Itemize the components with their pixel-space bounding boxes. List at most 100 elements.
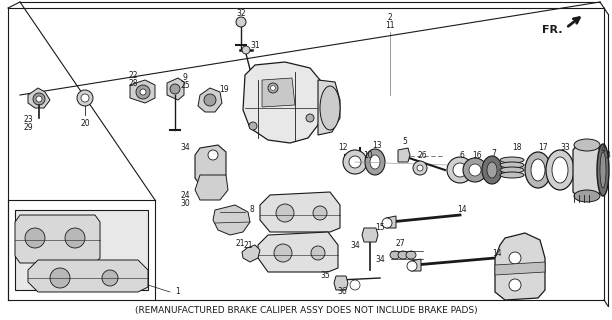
- Ellipse shape: [574, 139, 600, 151]
- Polygon shape: [242, 245, 260, 262]
- Text: 29: 29: [23, 124, 33, 132]
- Circle shape: [382, 218, 392, 228]
- Polygon shape: [243, 62, 322, 143]
- Polygon shape: [495, 262, 545, 275]
- Text: 32: 32: [236, 10, 246, 19]
- Text: 24: 24: [180, 190, 190, 199]
- Ellipse shape: [574, 190, 600, 202]
- Ellipse shape: [469, 164, 481, 176]
- Polygon shape: [398, 148, 410, 162]
- Text: FR.: FR.: [542, 25, 562, 35]
- Text: 19: 19: [219, 85, 229, 94]
- Text: 34: 34: [180, 143, 190, 153]
- Text: 6: 6: [460, 150, 465, 159]
- Text: 15: 15: [375, 223, 385, 233]
- Circle shape: [343, 150, 367, 174]
- Circle shape: [77, 90, 93, 106]
- Circle shape: [350, 280, 360, 290]
- Circle shape: [36, 96, 42, 102]
- Circle shape: [349, 156, 361, 168]
- Circle shape: [204, 94, 216, 106]
- Text: 17: 17: [538, 143, 548, 153]
- Circle shape: [136, 85, 150, 99]
- Polygon shape: [213, 205, 250, 235]
- Circle shape: [268, 83, 278, 93]
- Polygon shape: [28, 260, 148, 292]
- Circle shape: [140, 89, 146, 95]
- Text: 14: 14: [492, 249, 502, 258]
- Ellipse shape: [597, 144, 609, 196]
- Text: 35: 35: [320, 270, 330, 279]
- Ellipse shape: [370, 155, 380, 169]
- Polygon shape: [411, 259, 421, 271]
- Ellipse shape: [320, 86, 340, 130]
- Polygon shape: [495, 233, 545, 300]
- Circle shape: [417, 165, 423, 171]
- Text: 18: 18: [512, 143, 522, 153]
- Circle shape: [170, 84, 180, 94]
- Ellipse shape: [500, 172, 524, 178]
- Text: 25: 25: [180, 81, 190, 90]
- Text: 34: 34: [350, 241, 360, 250]
- Polygon shape: [334, 276, 348, 290]
- Circle shape: [25, 228, 45, 248]
- Circle shape: [311, 246, 325, 260]
- Polygon shape: [15, 215, 100, 263]
- Ellipse shape: [398, 251, 408, 259]
- Text: 10: 10: [363, 150, 373, 159]
- Text: 23: 23: [23, 116, 33, 124]
- Text: 22: 22: [129, 70, 138, 79]
- Ellipse shape: [531, 159, 545, 181]
- Ellipse shape: [463, 158, 487, 182]
- Circle shape: [271, 85, 275, 91]
- Ellipse shape: [546, 150, 574, 190]
- Ellipse shape: [600, 152, 606, 188]
- Ellipse shape: [365, 149, 385, 175]
- Polygon shape: [28, 88, 50, 108]
- Circle shape: [50, 268, 70, 288]
- Polygon shape: [258, 232, 338, 272]
- Ellipse shape: [552, 157, 568, 183]
- Circle shape: [313, 206, 327, 220]
- Polygon shape: [573, 145, 600, 196]
- Text: 11: 11: [385, 21, 395, 30]
- Text: (REMANUFACTURED BRAKE CALIPER ASSY DOES NOT INCLUDE BRAKE PADS): (REMANUFACTURED BRAKE CALIPER ASSY DOES …: [135, 307, 477, 316]
- Circle shape: [509, 252, 521, 264]
- Ellipse shape: [500, 167, 524, 173]
- Text: 31: 31: [250, 41, 260, 50]
- Text: 12: 12: [338, 143, 348, 153]
- Polygon shape: [195, 145, 226, 185]
- Circle shape: [208, 150, 218, 160]
- Polygon shape: [15, 210, 148, 290]
- Ellipse shape: [447, 157, 473, 183]
- Circle shape: [407, 261, 417, 271]
- Text: 21: 21: [235, 238, 245, 247]
- Polygon shape: [318, 80, 340, 135]
- Ellipse shape: [487, 162, 497, 178]
- Circle shape: [242, 46, 250, 54]
- Text: 16: 16: [472, 150, 482, 159]
- Text: 36: 36: [337, 287, 347, 297]
- Polygon shape: [260, 192, 340, 232]
- Circle shape: [274, 244, 292, 262]
- Text: 3: 3: [605, 150, 610, 159]
- Text: 2: 2: [387, 13, 392, 22]
- Text: 20: 20: [80, 118, 90, 127]
- Text: 21: 21: [243, 241, 253, 250]
- Circle shape: [102, 270, 118, 286]
- Circle shape: [236, 17, 246, 27]
- Ellipse shape: [525, 152, 551, 188]
- Circle shape: [413, 161, 427, 175]
- Text: 9: 9: [182, 73, 187, 82]
- Circle shape: [65, 228, 85, 248]
- Ellipse shape: [406, 251, 416, 259]
- Text: 13: 13: [372, 140, 382, 149]
- Text: 34: 34: [375, 255, 385, 265]
- Polygon shape: [386, 216, 396, 228]
- Circle shape: [33, 93, 45, 105]
- Text: 4: 4: [600, 146, 605, 155]
- Ellipse shape: [500, 162, 524, 168]
- Text: 7: 7: [491, 148, 496, 157]
- Circle shape: [276, 204, 294, 222]
- Text: 8: 8: [250, 205, 255, 214]
